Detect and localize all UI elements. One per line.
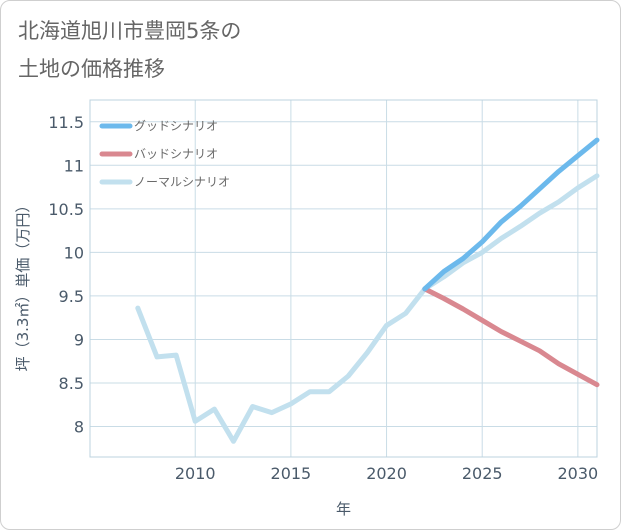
x-tick-label: 2010 <box>175 464 216 483</box>
y-tick-label: 10 <box>64 243 84 262</box>
y-tick-label: 8 <box>74 418 84 437</box>
y-tick-label: 10.5 <box>48 200 84 219</box>
chart-title-line-2: 土地の価格推移 <box>18 57 165 81</box>
series-line-3 <box>135 173 600 444</box>
plot-area-frame <box>89 99 598 458</box>
legend-label: ノーマルシナリオ <box>134 175 230 189</box>
series-line-2 <box>422 286 600 388</box>
y-axis-ticks: 8 8.5 9 9.5 10 10.5 11 11.5 <box>48 113 84 437</box>
x-tick-label: 2015 <box>271 464 312 483</box>
x-axis-ticks: 2010 2015 2020 2025 2030 <box>175 464 598 483</box>
x-tick-label: 2025 <box>462 464 503 483</box>
y-tick-label: 11.5 <box>48 113 84 132</box>
y-tick-label: 11 <box>64 156 84 175</box>
y-tick-label: 8.5 <box>59 374 84 393</box>
chart-title-line-1: 北海道旭川市豊岡5条の <box>18 19 242 43</box>
y-axis-label: 坪（3.3㎡）単価（万円） <box>14 198 32 372</box>
y-tick-label: 9 <box>74 330 84 349</box>
legend-label: グッドシナリオ <box>134 119 218 133</box>
y-tick-label: 9.5 <box>59 287 84 306</box>
series-lines <box>135 137 600 444</box>
x-tick-label: 2030 <box>558 464 599 483</box>
series-line-1 <box>422 137 600 292</box>
legend-label: バッドシナリオ <box>134 147 218 161</box>
x-tick-label: 2020 <box>366 464 407 483</box>
x-axis-label: 年 <box>336 500 351 518</box>
